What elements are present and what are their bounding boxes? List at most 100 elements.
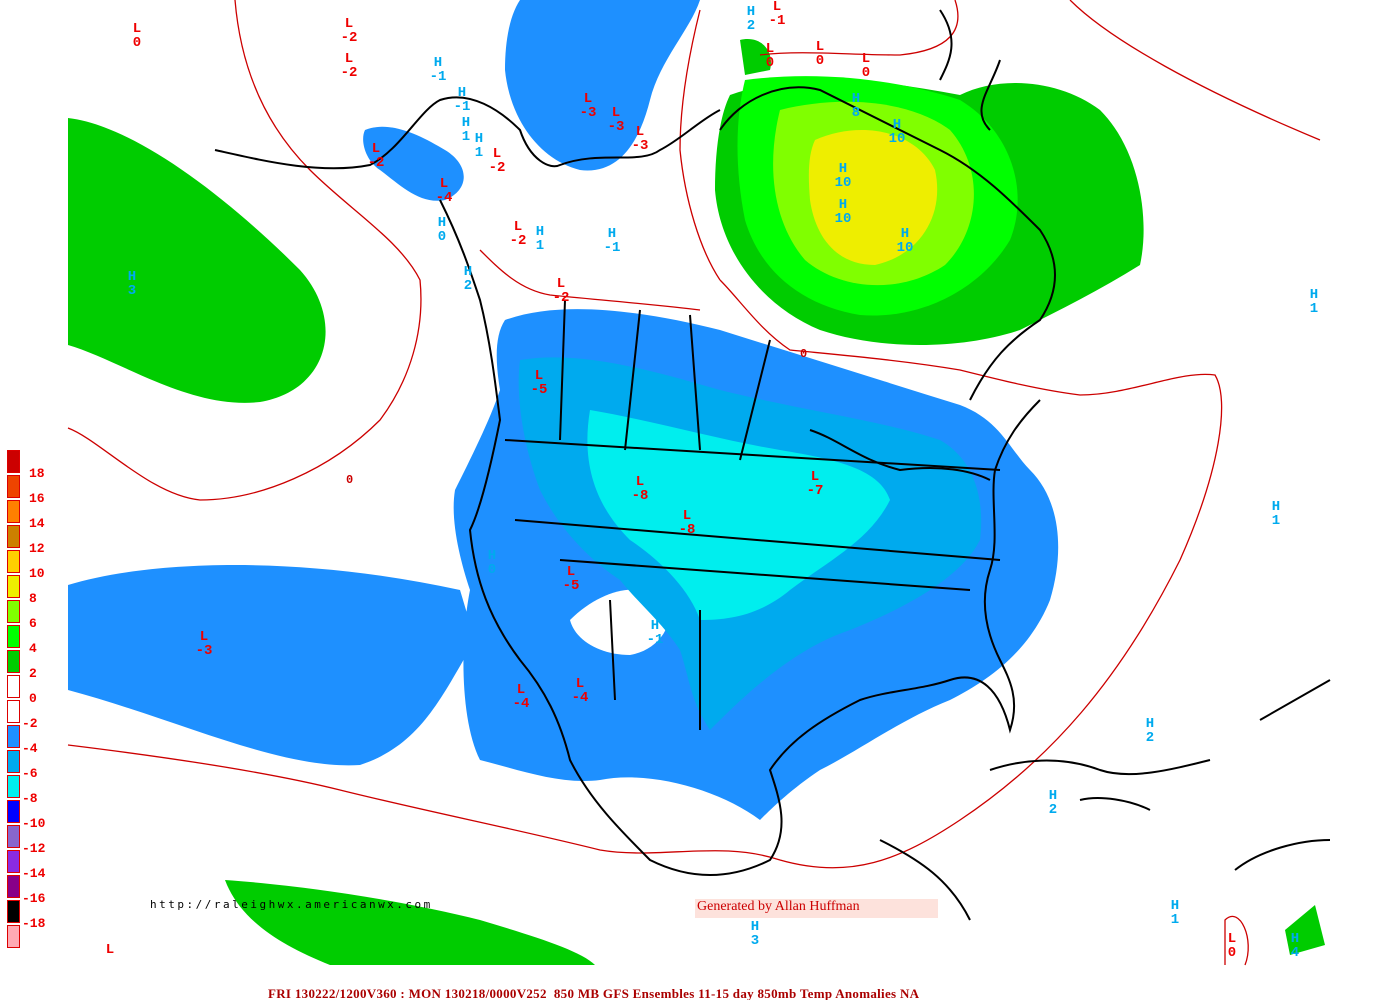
legend-swatch [7, 575, 20, 598]
center-type: H [461, 115, 471, 131]
credit-label: Generated by Allan Huffman [695, 899, 938, 918]
low-center: L -4 [513, 683, 530, 711]
legend-label: -18 [22, 916, 46, 931]
legend-label: -4 [22, 741, 38, 756]
legend-label: 12 [29, 541, 45, 556]
center-value: -1 [646, 632, 664, 648]
center-type: L [439, 176, 449, 192]
center-value: -2 [552, 290, 570, 306]
field-na-negative-6 [587, 410, 890, 620]
low-center: L -5 [563, 565, 580, 593]
low-center: L -2 [489, 147, 506, 175]
center-type: H [892, 117, 902, 133]
center-type: H [750, 919, 760, 935]
center-type: H [1290, 931, 1300, 947]
center-type: H [851, 91, 861, 107]
center-type: L [516, 682, 526, 698]
center-type: L [861, 51, 871, 67]
center-type: L [344, 16, 354, 32]
low-center: L -4 [436, 177, 453, 205]
high-center: H 10 [897, 227, 914, 255]
center-value: 0 [815, 53, 825, 69]
low-center: L -2 [368, 142, 385, 170]
center-value: 10 [834, 175, 852, 191]
center-type: H [607, 226, 617, 242]
legend-label: -10 [22, 816, 46, 831]
center-value: -3 [631, 138, 649, 154]
legend-swatch [7, 850, 20, 873]
center-type: L [132, 21, 142, 37]
field-alaska-negative-2 [363, 126, 464, 201]
center-type: L [105, 942, 115, 958]
high-center: H 10 [889, 118, 906, 146]
low-center: L -4 [572, 677, 589, 705]
low-center: L -3 [196, 630, 213, 658]
center-type: L [556, 276, 566, 292]
high-center: H 10 [835, 198, 852, 226]
legend-label: 10 [29, 566, 45, 581]
center-value: -1 [429, 69, 447, 85]
legend-swatch [7, 825, 20, 848]
field-bottom-positive [225, 880, 595, 965]
center-value: 10 [888, 131, 906, 147]
legend-label: 8 [29, 591, 37, 606]
legend-swatch [7, 700, 20, 723]
center-value: -8 [678, 522, 696, 538]
legend-swatch [7, 550, 20, 573]
center-type: H [900, 226, 910, 242]
high-center: H -1 [647, 619, 664, 647]
field-canada-positive-8 [808, 130, 938, 265]
legend-swatch [7, 650, 20, 673]
center-type: H [1048, 788, 1058, 804]
center-value: 1 [461, 129, 471, 145]
legend-swatch [7, 475, 20, 498]
coastlines [214, 9, 1331, 921]
field-se-positive [1285, 905, 1325, 955]
center-type: H [127, 269, 137, 285]
center-value: 10 [896, 240, 914, 256]
center-type: L [344, 51, 354, 67]
center-type: H [535, 224, 545, 240]
low-center: L [106, 943, 114, 957]
center-value: 8 [851, 105, 861, 121]
center-type: L [765, 41, 775, 57]
low-center: L -2 [341, 17, 358, 45]
center-type: L [635, 474, 645, 490]
center-value: -2 [488, 160, 506, 176]
low-center: L -2 [510, 220, 527, 248]
low-center: L -8 [632, 475, 649, 503]
center-type: L [583, 91, 593, 107]
center-value: 0 [861, 65, 871, 81]
low-center: L -7 [807, 470, 824, 498]
center-type: L [492, 146, 502, 162]
center-type: H [1271, 499, 1281, 515]
center-type: L [575, 676, 585, 692]
center-type: L [611, 105, 621, 121]
legend-swatch [7, 725, 20, 748]
center-type: H [1170, 898, 1180, 914]
low-center: L -2 [553, 277, 570, 305]
center-value: 3 [750, 933, 760, 949]
legend-swatch [7, 775, 20, 798]
legend-label: 14 [29, 516, 45, 531]
center-value: 10 [834, 211, 852, 227]
center-value: -1 [603, 240, 621, 256]
high-center: H -1 [430, 56, 447, 84]
